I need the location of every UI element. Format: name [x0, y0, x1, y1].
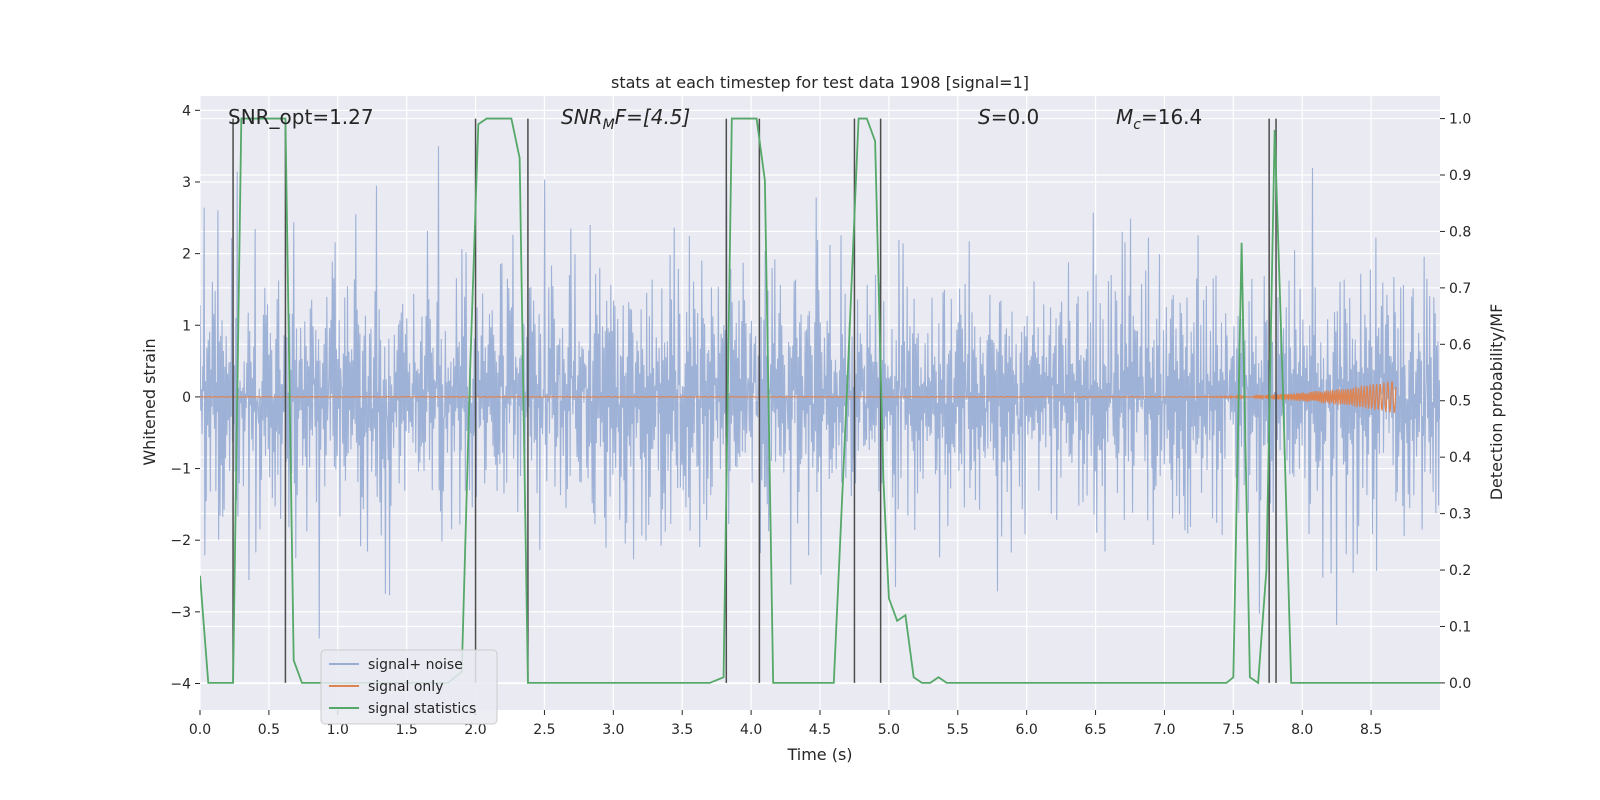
- left-y-tick-label: −4: [170, 676, 191, 692]
- legend-label-signal-only: signal only: [368, 679, 443, 695]
- left-y-tick-label: −1: [170, 462, 191, 478]
- x-tick-label: 7.5: [1222, 722, 1244, 738]
- legend: signal+ noise signal only signal statist…: [320, 649, 498, 725]
- x-tick-label: 3.0: [602, 722, 624, 738]
- left-y-tick-label: 1: [182, 318, 191, 334]
- annotation-mc-rest: =16.4: [1141, 105, 1202, 129]
- grid-lines-right-axis: [200, 117, 1440, 684]
- x-tick-label: 7.0: [1153, 722, 1175, 738]
- x-tick-label: 4.5: [809, 722, 831, 738]
- annotation-mc-main: M: [1116, 105, 1133, 129]
- annotation-snr-opt: SNR_opt=1.27: [228, 105, 374, 129]
- annotation-mc-sub: c: [1133, 117, 1141, 133]
- right-y-axis-label: Detection probability/MF: [1487, 304, 1506, 501]
- annotation-s-value: S=0.0: [978, 105, 1039, 129]
- chart-title: stats at each timestep for test data 190…: [611, 73, 1029, 92]
- x-tick-label: 6.5: [1084, 722, 1106, 738]
- x-tick-label: 0.5: [258, 722, 280, 738]
- annotation-snr-mf-main: SNR: [561, 105, 603, 129]
- x-tick-label: 3.5: [671, 722, 693, 738]
- series-signal-statistics: [200, 117, 1440, 685]
- x-tick-label: 8.0: [1291, 722, 1313, 738]
- x-tick-label: 5.5: [947, 722, 969, 738]
- x-tick-label: 6.0: [1016, 722, 1038, 738]
- annotation-s-rest: =0.0: [991, 105, 1040, 129]
- right-y-tick-label: 0.9: [1449, 168, 1471, 184]
- legend-label-signal-statistics: signal statistics: [368, 701, 476, 717]
- x-tick-label: 2.0: [464, 722, 486, 738]
- annotation-mc-value: Mc=16.4: [1116, 105, 1202, 133]
- x-tick-label: 4.0: [740, 722, 762, 738]
- left-y-axis-ticks: 4 3 2 1 0 −1 −2 −3 −4: [170, 103, 200, 692]
- left-y-tick-label: −2: [170, 533, 191, 549]
- right-y-axis-ticks: 1.0 0.9 0.8 0.7 0.6 0.5 0.4 0.3 0.2 0.1 0.0: [1440, 112, 1471, 692]
- x-axis-ticks: 0.0 0.5 1.0 1.5 2.0 2.5 3.0 3.5 4.0 4.5 5.0 5.5 6.0 6…: [189, 710, 1382, 738]
- left-y-axis-label: Whitened strain: [140, 338, 159, 465]
- x-tick-label: 5.0: [878, 722, 900, 738]
- right-y-tick-label: 0.2: [1449, 563, 1471, 579]
- series-signal-only: [200, 380, 1397, 414]
- right-y-tick-label: 0.1: [1449, 619, 1471, 635]
- right-y-tick-label: 0.3: [1449, 507, 1471, 523]
- right-y-tick-label: 0.5: [1449, 394, 1471, 410]
- annotation-snr-mf-rest: F=[4.5]: [615, 105, 691, 129]
- right-y-tick-label: 1.0: [1449, 112, 1471, 128]
- annotation-snr-mf: SNRMF=[4.5]: [561, 105, 690, 133]
- right-y-tick-label: 0.6: [1449, 337, 1471, 353]
- left-y-tick-label: 2: [182, 247, 191, 263]
- left-y-tick-label: 4: [182, 103, 191, 119]
- x-tick-label: 1.5: [396, 722, 418, 738]
- right-y-tick-label: 0.4: [1449, 450, 1471, 466]
- left-y-tick-label: −3: [170, 605, 191, 621]
- legend-label-signal-plus-noise: signal+ noise: [368, 657, 463, 673]
- legend-box: [320, 649, 498, 725]
- x-tick-label: 0.0: [189, 722, 211, 738]
- series-signal-plus-noise: [200, 146, 1440, 639]
- x-axis-label: Time (s): [786, 745, 852, 764]
- right-y-tick-label: 0.8: [1449, 224, 1471, 240]
- x-tick-label: 2.5: [533, 722, 555, 738]
- left-y-tick-label: 0: [182, 390, 191, 406]
- right-y-tick-label: 0.0: [1449, 676, 1471, 692]
- x-tick-label: 8.5: [1360, 722, 1382, 738]
- x-tick-label: 1.0: [327, 722, 349, 738]
- annotation-s-main: S: [978, 105, 991, 129]
- annotation-snr-mf-sub: M: [603, 117, 615, 133]
- left-y-tick-label: 3: [182, 175, 191, 191]
- right-y-tick-label: 0.7: [1449, 281, 1471, 297]
